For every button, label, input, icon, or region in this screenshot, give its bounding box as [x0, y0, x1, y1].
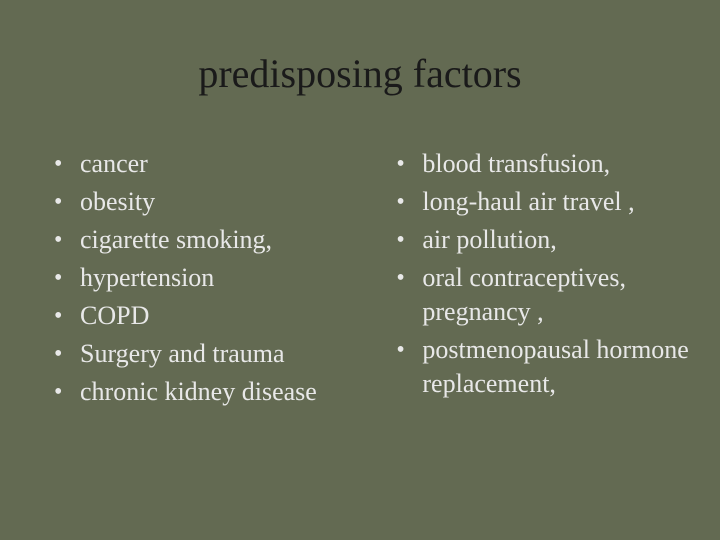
bullet-icon: • [50, 299, 80, 333]
right-column: • blood transfusion, • long-haul air tra… [392, 147, 690, 413]
list-item-text: long-haul air travel , [422, 185, 634, 219]
list-item-text: oral contraceptives, pregnancy , [422, 261, 690, 329]
list-item-text: air pollution, [422, 223, 556, 257]
list-item: • Surgery and trauma [50, 337, 372, 371]
list-item-text: chronic kidney disease [80, 375, 317, 409]
list-item: • cancer [50, 147, 372, 181]
bullet-icon: • [50, 261, 80, 295]
list-item-text: cancer [80, 147, 148, 181]
list-item-text: hypertension [80, 261, 214, 295]
bullet-icon: • [392, 147, 422, 181]
bullet-icon: • [392, 261, 422, 295]
bullet-icon: • [50, 375, 80, 409]
columns-container: • cancer • obesity • cigarette smoking, … [50, 147, 670, 413]
list-item: • air pollution, [392, 223, 690, 257]
list-item-text: Surgery and trauma [80, 337, 285, 371]
bullet-icon: • [392, 185, 422, 219]
list-item: • obesity [50, 185, 372, 219]
list-item: • chronic kidney disease [50, 375, 372, 409]
left-list: • cancer • obesity • cigarette smoking, … [50, 147, 372, 409]
list-item: • oral contraceptives, pregnancy , [392, 261, 690, 329]
list-item-text: obesity [80, 185, 155, 219]
list-item: • COPD [50, 299, 372, 333]
list-item: • cigarette smoking, [50, 223, 372, 257]
bullet-icon: • [392, 223, 422, 257]
left-column: • cancer • obesity • cigarette smoking, … [50, 147, 372, 413]
bullet-icon: • [50, 223, 80, 257]
list-item: • hypertension [50, 261, 372, 295]
list-item-text: cigarette smoking, [80, 223, 272, 257]
bullet-icon: • [50, 185, 80, 219]
bullet-icon: • [50, 147, 80, 181]
bullet-icon: • [50, 337, 80, 371]
page-title: predisposing factors [50, 50, 670, 97]
list-item-text: postmenopausal hormone replacement, [422, 333, 690, 401]
slide: predisposing factors • cancer • obesity … [0, 0, 720, 540]
list-item: • postmenopausal hormone replacement, [392, 333, 690, 401]
list-item-text: COPD [80, 299, 149, 333]
bullet-icon: • [392, 333, 422, 367]
list-item-text: blood transfusion, [422, 147, 610, 181]
right-list: • blood transfusion, • long-haul air tra… [392, 147, 690, 401]
list-item: • blood transfusion, [392, 147, 690, 181]
list-item: • long-haul air travel , [392, 185, 690, 219]
